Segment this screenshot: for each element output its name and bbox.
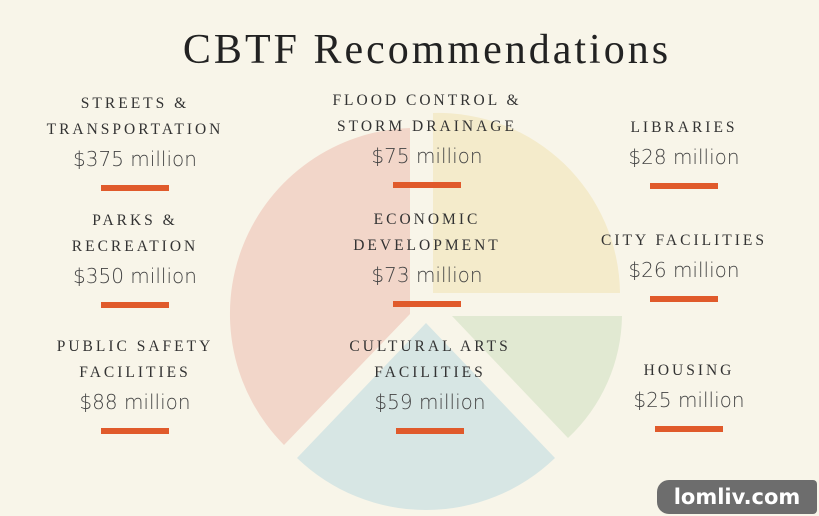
- accent-bar: [655, 426, 723, 432]
- item-flood-control: FLOOD CONTROL & STORM DRAINAGE $75 milli…: [317, 88, 537, 188]
- item-amount: $375 million: [73, 147, 197, 171]
- item-city-facilities: CITY FACILITIES $26 million: [584, 228, 784, 302]
- accent-bar: [393, 182, 461, 188]
- item-amount: $73 million: [371, 263, 483, 287]
- item-amount: $28 million: [628, 145, 740, 169]
- watermark: lomliv.com: [657, 480, 817, 514]
- item-label: LIBRARIES: [630, 119, 738, 136]
- page-title: CBTF Recommendations: [182, 27, 672, 73]
- item-economic-development: ECONOMIC DEVELOPMENT $73 million: [327, 207, 527, 307]
- item-public-safety: PUBLIC SAFETY FACILITIES $88 million: [35, 334, 235, 434]
- accent-bar: [393, 301, 461, 307]
- item-amount: $59 million: [374, 390, 486, 414]
- item-label: ECONOMIC DEVELOPMENT: [353, 211, 501, 254]
- pie-slice-red: [229, 128, 410, 445]
- item-label: PUBLIC SAFETY FACILITIES: [56, 338, 214, 381]
- accent-bar: [650, 183, 718, 189]
- pie-slice-yellow: [433, 112, 620, 293]
- item-amount: $75 million: [371, 144, 483, 168]
- accent-bar: [101, 428, 169, 434]
- item-label: PARKS & RECREATION: [71, 212, 199, 255]
- accent-bar: [396, 428, 464, 434]
- item-housing: HOUSING $25 million: [589, 358, 789, 432]
- item-parks: PARKS & RECREATION $350 million: [35, 208, 235, 308]
- item-label: FLOOD CONTROL & STORM DRAINAGE: [332, 92, 522, 135]
- item-label: HOUSING: [643, 362, 735, 379]
- item-amount: $25 million: [633, 388, 745, 412]
- accent-bar: [650, 296, 718, 302]
- accent-bar: [101, 185, 169, 191]
- item-label: CULTURAL ARTS FACILITIES: [349, 338, 511, 381]
- item-amount: $88 million: [79, 390, 191, 414]
- item-amount: $26 million: [628, 258, 740, 282]
- pie-slice-blue: [297, 323, 555, 511]
- item-label: CITY FACILITIES: [601, 232, 767, 249]
- item-amount: $350 million: [73, 264, 197, 288]
- item-cultural-arts: CULTURAL ARTS FACILITIES $59 million: [330, 334, 530, 434]
- accent-bar: [101, 302, 169, 308]
- item-label: STREETS & TRANSPORTATION: [46, 95, 224, 138]
- pie-slice-green: [452, 316, 622, 438]
- item-libraries: LIBRARIES $28 million: [584, 115, 784, 189]
- item-streets: STREETS & TRANSPORTATION $375 million: [35, 91, 235, 191]
